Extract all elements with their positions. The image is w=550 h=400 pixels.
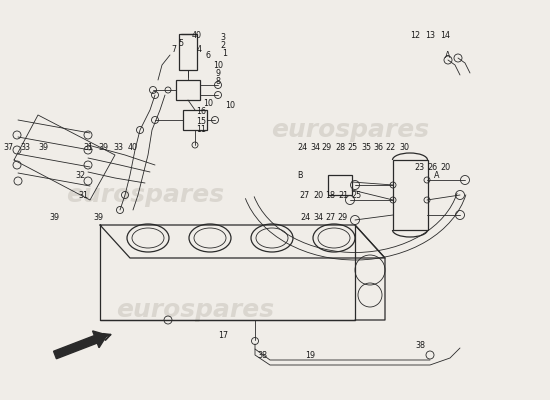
Text: 4: 4 [196,44,201,54]
Text: B: B [297,170,302,180]
Bar [328,175,352,195]
Text: 29: 29 [322,144,332,152]
Text: 19: 19 [305,350,315,360]
Bar [183,110,207,130]
Text: 8: 8 [216,76,221,86]
Text: 17: 17 [218,330,228,340]
Text: 34: 34 [310,144,320,152]
Text: 10: 10 [225,100,235,110]
Text: 33: 33 [20,144,30,152]
Text: A: A [446,50,451,60]
Text: 11: 11 [196,126,206,134]
Text: 33: 33 [113,144,123,152]
Text: 15: 15 [196,116,206,126]
Text: 5: 5 [178,38,184,48]
Text: 37: 37 [3,144,13,152]
Text: 9: 9 [216,68,221,78]
Text: 7: 7 [172,46,177,54]
Bar [393,160,428,230]
Text: 38: 38 [415,340,425,350]
Text: 6: 6 [206,52,211,60]
FancyArrow shape [53,331,107,359]
Bar [179,34,197,70]
Text: A: A [434,170,440,180]
Text: eurospares: eurospares [66,183,224,207]
Text: 35: 35 [361,144,371,152]
Text: 18: 18 [325,192,335,200]
Text: 32: 32 [75,170,85,180]
Text: 12: 12 [410,30,420,40]
Text: 10: 10 [213,60,223,70]
Text: 20: 20 [313,192,323,200]
Text: 34: 34 [313,214,323,222]
Text: 27: 27 [325,214,335,222]
Text: 40: 40 [128,144,138,152]
Text: 27: 27 [300,192,310,200]
Text: 13: 13 [425,30,435,40]
Text: 26: 26 [427,164,437,172]
Text: 1: 1 [223,48,228,58]
Text: 39: 39 [93,214,103,222]
Text: eurospares: eurospares [271,118,429,142]
Text: 22: 22 [386,144,396,152]
Text: 10: 10 [203,98,213,108]
Bar [176,80,200,100]
Text: 39: 39 [38,144,48,152]
Text: 38: 38 [257,350,267,360]
Text: 23: 23 [414,164,424,172]
Text: 16: 16 [196,108,206,116]
Text: 40: 40 [192,30,202,40]
Text: 29: 29 [338,214,348,222]
Text: 39: 39 [98,144,108,152]
Text: 20: 20 [440,164,450,172]
Text: 14: 14 [440,30,450,40]
Text: eurospares: eurospares [116,298,274,322]
Text: 25: 25 [348,144,358,152]
Text: 24: 24 [300,214,310,222]
Text: 36: 36 [373,144,383,152]
Text: 3: 3 [221,32,225,42]
Text: 39: 39 [49,214,59,222]
Text: 28: 28 [335,144,345,152]
Text: 21: 21 [338,192,348,200]
Text: 31: 31 [78,192,88,200]
Text: 24: 24 [297,144,307,152]
Text: 30: 30 [399,144,409,152]
Text: 25: 25 [351,192,361,200]
Text: 31: 31 [83,144,93,152]
Text: 2: 2 [221,40,225,50]
